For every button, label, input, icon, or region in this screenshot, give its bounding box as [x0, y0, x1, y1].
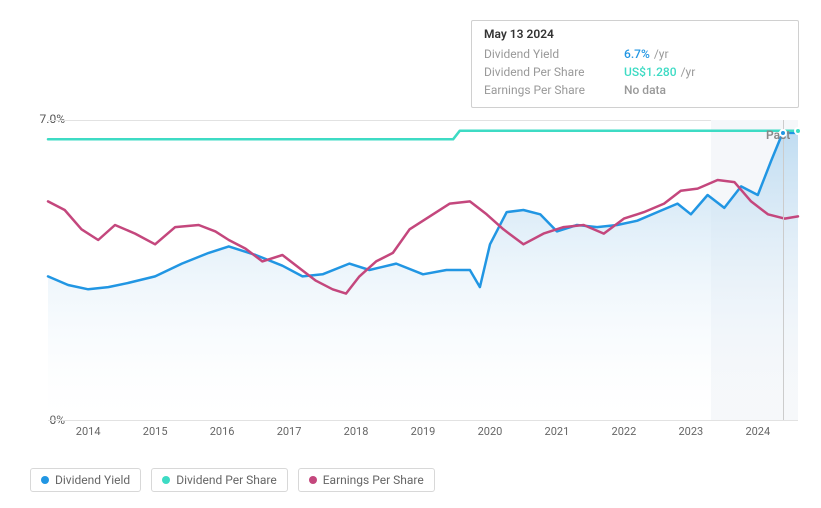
legend-item-yield[interactable]: Dividend Yield: [30, 468, 141, 492]
x-axis-tick: 2020: [478, 425, 503, 438]
legend-label: Dividend Per Share: [176, 473, 277, 487]
hover-indicator-line: [783, 120, 784, 420]
tooltip-key: Dividend Yield: [484, 47, 624, 61]
legend-dot-icon: [309, 476, 317, 484]
chart-tooltip: May 13 2024 Dividend Yield 6.7% /yr Divi…: [471, 20, 799, 108]
legend-item-dps[interactable]: Dividend Per Share: [151, 468, 288, 492]
legend-label: Earnings Per Share: [323, 473, 424, 487]
gridline-bottom: [48, 420, 798, 421]
chart-plot-area: [48, 120, 798, 420]
tooltip-key: Dividend Per Share: [484, 65, 624, 79]
series-line-dividend_per_share: [48, 131, 798, 140]
tooltip-value: No data: [624, 83, 666, 97]
x-axis-tick: 2023: [678, 425, 703, 438]
x-axis-tick: 2014: [76, 425, 101, 438]
x-axis-tick: 2017: [277, 425, 302, 438]
legend-label: Dividend Yield: [55, 473, 130, 487]
legend-item-eps[interactable]: Earnings Per Share: [298, 468, 435, 492]
legend-dot-icon: [41, 476, 49, 484]
legend-dot-icon: [162, 476, 170, 484]
tooltip-row-dps: Dividend Per Share US$1.280 /yr: [484, 63, 786, 81]
tooltip-suffix: /yr: [681, 65, 696, 79]
x-axis: 2014 2015 2016 2017 2018 2019 2020 2021 2022 2023…: [48, 425, 798, 445]
series-end-dot-yield: [779, 129, 787, 137]
legend: Dividend Yield Dividend Per Share Earnin…: [30, 468, 435, 492]
x-axis-tick: 2022: [612, 425, 637, 438]
x-axis-tick: 2024: [745, 425, 770, 438]
x-axis-tick: 2018: [344, 425, 369, 438]
tooltip-value: 6.7%: [624, 47, 650, 61]
tooltip-value: US$1.280: [624, 65, 677, 79]
tooltip-date: May 13 2024: [484, 27, 786, 41]
x-axis-tick: 2021: [545, 425, 570, 438]
x-axis-tick: 2019: [411, 425, 436, 438]
tooltip-suffix: /yr: [654, 47, 669, 61]
x-axis-tick: 2016: [210, 425, 235, 438]
x-axis-tick: 2015: [143, 425, 168, 438]
tooltip-row-eps: Earnings Per Share No data: [484, 81, 786, 99]
tooltip-key: Earnings Per Share: [484, 83, 624, 97]
series-end-dot-dps: [794, 127, 802, 135]
tooltip-row-yield: Dividend Yield 6.7% /yr: [484, 45, 786, 63]
